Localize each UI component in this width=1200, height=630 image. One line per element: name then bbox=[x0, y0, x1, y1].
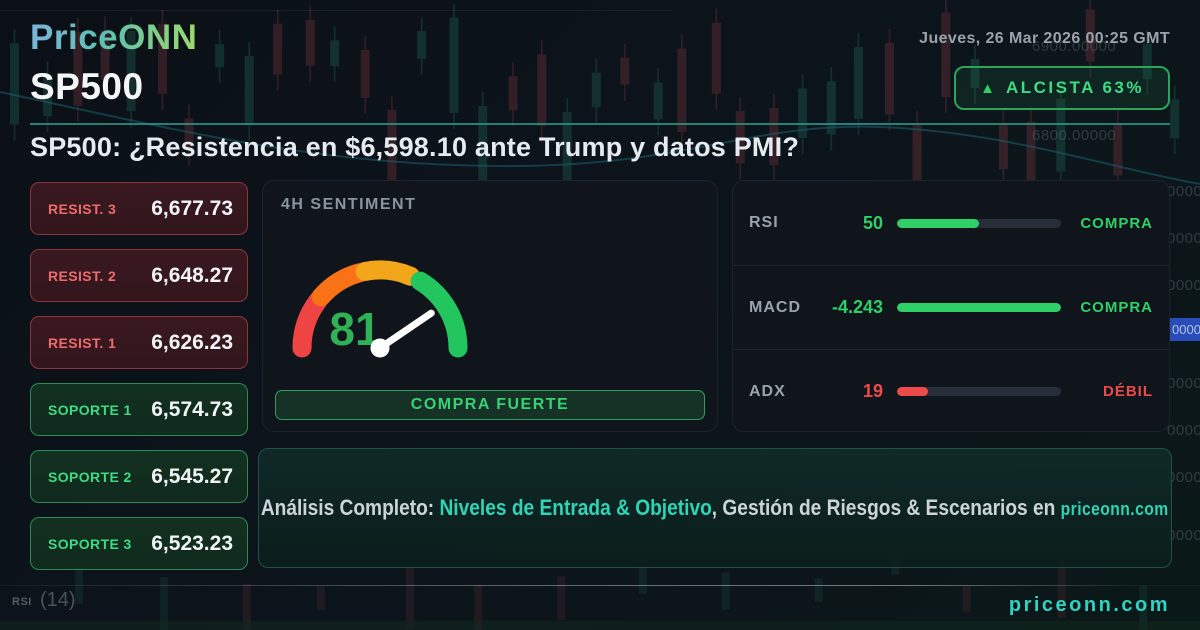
up-triangle-icon: ▲ bbox=[980, 79, 995, 97]
indicator-status: DÉBIL bbox=[1103, 383, 1153, 400]
level-value: 6,574.73 bbox=[151, 397, 233, 421]
level-value: 6,626.23 bbox=[151, 330, 233, 354]
level-value: 6,545.27 bbox=[151, 464, 233, 488]
trend-badge: ▲ ALCISTA 63% bbox=[954, 66, 1170, 110]
support-3-row: SOPORTE 3 6,523.23 bbox=[30, 517, 248, 570]
background-price-label: 00000 bbox=[1167, 469, 1200, 486]
indicator-bar-fill bbox=[897, 218, 979, 228]
support-2-row: SOPORTE 2 6,545.27 bbox=[30, 450, 248, 503]
level-value: 6,523.23 bbox=[151, 531, 233, 555]
indicator-name: MACD bbox=[749, 298, 801, 316]
trend-badge-label: ALCISTA 63% bbox=[1005, 78, 1144, 97]
background-current-price-tag: 00000 bbox=[1165, 318, 1200, 341]
support-1-row: SOPORTE 1 6,574.73 bbox=[30, 383, 248, 436]
background-price-label: 00000 bbox=[1167, 422, 1200, 439]
background-toolbar-line bbox=[0, 10, 672, 11]
background-price-label: 00000 bbox=[1167, 375, 1200, 392]
background-bottom-strip bbox=[0, 621, 1200, 630]
gauge-arc-green bbox=[410, 271, 468, 358]
indicator-value: -4.243 bbox=[831, 297, 883, 317]
cta-text: Análisis Completo: Niveles de Entrada & … bbox=[261, 495, 1169, 521]
indicator-bar-fill bbox=[897, 303, 1061, 312]
gauge-needle bbox=[376, 309, 435, 352]
gauge-arc-orange bbox=[311, 263, 370, 307]
level-label: RESIST. 3 bbox=[48, 200, 117, 217]
level-label: SOPORTE 1 bbox=[48, 401, 132, 418]
brand-logo: PriceONN bbox=[30, 18, 198, 57]
footer-divider bbox=[0, 585, 1200, 586]
sentiment-verdict-button[interactable]: COMPRA FUERTE bbox=[275, 390, 705, 420]
gauge-hub bbox=[370, 338, 390, 358]
indicator-value: 50 bbox=[862, 212, 883, 233]
cta-prefix: Análisis Completo: bbox=[261, 495, 440, 520]
cta-highlight-link[interactable]: Niveles de Entrada & Objetivo bbox=[439, 495, 713, 520]
gauge-arc-amber bbox=[355, 260, 420, 286]
cta-banner: Análisis Completo: Niveles de Entrada & … bbox=[258, 448, 1172, 568]
resistance-1-row: RESIST. 1 6,626.23 bbox=[30, 316, 248, 369]
level-value: 6,677.73 bbox=[151, 196, 233, 220]
indicator-name: RSI bbox=[749, 214, 779, 231]
level-label: SOPORTE 2 bbox=[48, 468, 132, 485]
timestamp: Jueves, 26 Mar 2026 00:25 GMT bbox=[919, 30, 1170, 47]
cta-middle: , Gestión de Riesgos & Escenarios en bbox=[712, 495, 1061, 520]
indicators-panel: RSI 50 COMPRA MACD -4.243 COMPRA ADX 19 … bbox=[732, 180, 1170, 432]
background-price-label: 00000 bbox=[1167, 183, 1200, 200]
cta-site-link[interactable]: priceonn.com bbox=[1060, 499, 1169, 519]
resistance-3-row: RESIST. 3 6,677.73 bbox=[30, 182, 248, 235]
background-price-label: 6800.00000 bbox=[1032, 127, 1117, 144]
footer-site-link[interactable]: priceonn.com bbox=[1008, 594, 1170, 616]
sentiment-title: 4H SENTIMENT bbox=[281, 196, 417, 213]
background-rsi-watermark: RSI bbox=[12, 596, 32, 608]
level-label: RESIST. 1 bbox=[48, 334, 117, 351]
level-label: RESIST. 2 bbox=[48, 267, 117, 284]
indicator-status: COMPRA bbox=[1080, 299, 1153, 316]
background-price-label: 00000 bbox=[1167, 277, 1200, 294]
indicator-row-macd: MACD -4.243 COMPRA bbox=[733, 265, 1169, 349]
level-label: SOPORTE 3 bbox=[48, 535, 132, 552]
header-divider bbox=[30, 123, 1170, 125]
indicator-bar bbox=[897, 303, 1061, 312]
sentiment-panel: 4H SENTIMENT 81 COMPRA FUERTE bbox=[262, 180, 718, 432]
indicator-bar bbox=[897, 218, 1061, 228]
indicator-row-adx: ADX 19 DÉBIL bbox=[733, 349, 1169, 433]
sentiment-gauge: 81 bbox=[292, 260, 468, 358]
background-rsi-period-watermark: (14) bbox=[40, 589, 76, 611]
indicator-bar bbox=[897, 387, 1061, 396]
indicator-name: ADX bbox=[749, 382, 786, 400]
levels-column: RESIST. 3 6,677.73 RESIST. 2 6,648.27 RE… bbox=[30, 182, 248, 584]
gauge-arc-red bbox=[292, 291, 328, 358]
level-value: 6,648.27 bbox=[151, 263, 233, 287]
background-price-label: 00000 bbox=[1167, 527, 1200, 544]
background-price-label: 6900.00000 bbox=[1032, 38, 1117, 55]
indicator-status: COMPRA bbox=[1080, 214, 1153, 232]
indicator-row-rsi: RSI 50 COMPRA bbox=[733, 181, 1169, 265]
indicator-value: 19 bbox=[862, 381, 883, 401]
resistance-2-row: RESIST. 2 6,648.27 bbox=[30, 249, 248, 302]
background-price-label: 00000 bbox=[1167, 230, 1200, 247]
indicator-bar-fill bbox=[897, 387, 929, 396]
headline: SP500: ¿Resistencia en $6,598.10 ante Tr… bbox=[30, 132, 800, 162]
ticker-symbol: SP500 bbox=[30, 66, 144, 107]
